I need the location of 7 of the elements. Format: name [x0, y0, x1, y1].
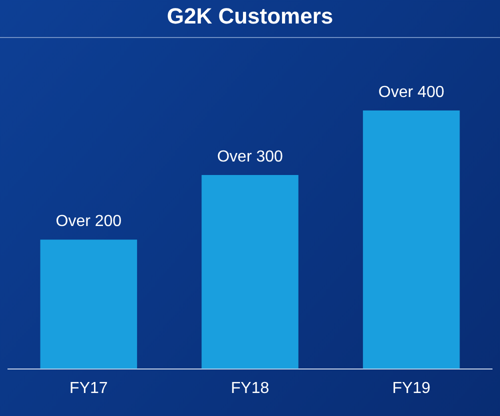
data-label: Over 200	[56, 213, 122, 230]
data-label: Over 400	[378, 84, 444, 101]
chart-title: G2K Customers	[166, 3, 334, 28]
x-tick-label: FY19	[392, 380, 431, 397]
data-label: Over 300	[217, 148, 284, 166]
x-tick-label: FY18	[230, 380, 270, 397]
x-tick-label: FY17	[70, 380, 108, 397]
